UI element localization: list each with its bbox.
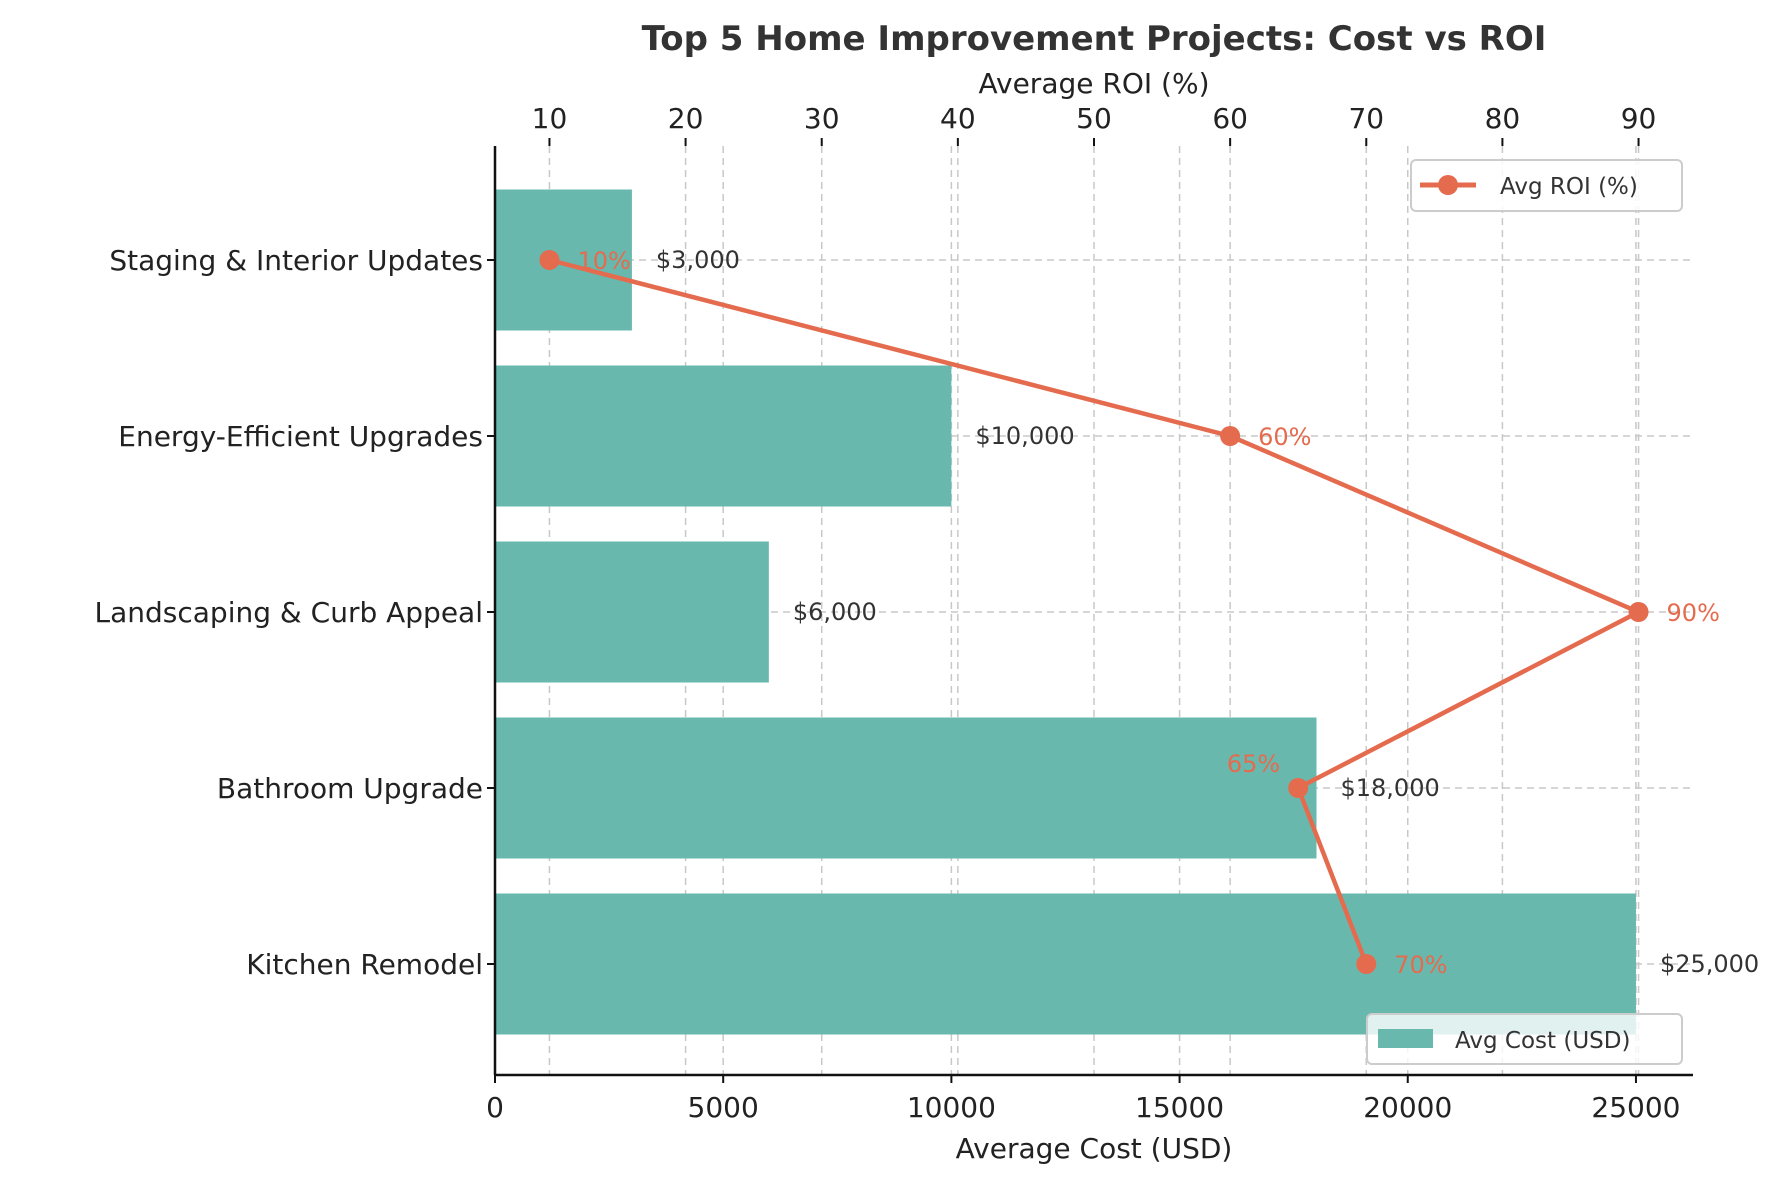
x2-tick-label: 10 bbox=[532, 102, 568, 135]
roi-data-label: 70% bbox=[1394, 951, 1447, 979]
legend-cost: Avg Cost (USD) bbox=[1366, 1013, 1683, 1065]
x-tick-label: 0 bbox=[486, 1091, 504, 1124]
cost-data-label: $3,000 bbox=[656, 246, 740, 274]
legend-roi-label: Avg ROI (%) bbox=[1500, 174, 1638, 200]
roi-point bbox=[1356, 954, 1377, 974]
roi-data-label: 65% bbox=[1227, 750, 1280, 778]
x-tick-label: 15000 bbox=[1135, 1091, 1224, 1124]
cost-data-label: $25,000 bbox=[1660, 950, 1759, 978]
x2-tick-label: 50 bbox=[1076, 102, 1112, 135]
x2-tick-label: 60 bbox=[1212, 102, 1248, 135]
x2-tick-label: 70 bbox=[1348, 102, 1384, 135]
legend-cost-label: Avg Cost (USD) bbox=[1455, 1028, 1630, 1054]
roi-point bbox=[539, 250, 560, 270]
x2-tick-label: 30 bbox=[804, 102, 840, 135]
x2-tick-label: 90 bbox=[1621, 102, 1657, 135]
roi-point bbox=[1288, 778, 1309, 798]
bar bbox=[495, 365, 952, 507]
category-label: Staging & Interior Updates bbox=[109, 244, 483, 277]
x-tick-label: 5000 bbox=[688, 1091, 759, 1124]
roi-data-label: 60% bbox=[1258, 423, 1311, 451]
chart-title: Top 5 Home Improvement Projects: Cost vs… bbox=[642, 19, 1547, 59]
x-tick-label: 10000 bbox=[907, 1091, 996, 1124]
bar bbox=[495, 541, 769, 683]
x2-tick-label: 20 bbox=[668, 102, 704, 135]
legend-roi: Avg ROI (%) bbox=[1410, 159, 1683, 212]
cost-data-label: $18,000 bbox=[1340, 774, 1439, 802]
roi-data-label: 90% bbox=[1667, 599, 1720, 627]
bar bbox=[495, 189, 632, 331]
bottom-axis-label: Average Cost (USD) bbox=[956, 1132, 1233, 1165]
x-tick-label: 25000 bbox=[1591, 1091, 1680, 1124]
category-label: Energy-Efficient Upgrades bbox=[118, 420, 483, 453]
roi-point bbox=[1628, 602, 1649, 622]
bar bbox=[495, 893, 1636, 1035]
x2-tick-label: 40 bbox=[940, 102, 976, 135]
legend-cost-swatch-icon bbox=[1378, 1029, 1433, 1048]
legend-roi-marker-icon bbox=[1438, 175, 1458, 195]
category-label: Landscaping & Curb Appeal bbox=[95, 596, 483, 629]
top-axis-label: Average ROI (%) bbox=[979, 67, 1210, 100]
cost-data-label: $6,000 bbox=[793, 598, 877, 626]
x2-tick-label: 80 bbox=[1485, 102, 1521, 135]
cost-data-label: $10,000 bbox=[975, 422, 1074, 450]
category-label: Bathroom Upgrade bbox=[217, 772, 483, 805]
roi-data-label: 10% bbox=[577, 247, 630, 275]
category-label: Kitchen Remodel bbox=[246, 948, 483, 981]
bar bbox=[495, 717, 1317, 859]
roi-point bbox=[1220, 426, 1241, 446]
x-tick-label: 20000 bbox=[1363, 1091, 1452, 1124]
